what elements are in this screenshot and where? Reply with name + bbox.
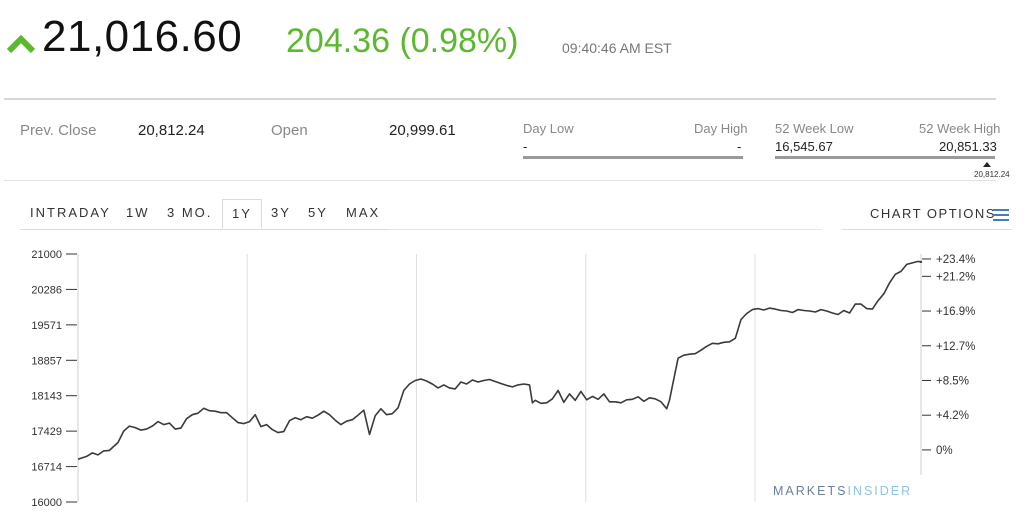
tab-3y[interactable]: 3Y [271,205,291,220]
day-low-value: - [523,139,528,154]
price-series-line [77,260,922,461]
y-tick-label: 16714 [31,462,62,474]
y-axis-ticks: 21000 20286 19571 18857 18143 17429 16714 16000 [31,249,77,509]
last-price-point [919,260,923,264]
y-tick-label: 20286 [31,284,62,296]
tab-5y[interactable]: 5Y [308,205,328,220]
week52-marker-value: 20,812.24 [974,170,1010,179]
week52-low-label: 52 Week Low [775,121,854,136]
header-divider [4,98,996,100]
quote-timestamp: 09:40:46 AM EST [562,40,672,56]
current-price: 21,016.60 [42,12,243,61]
percent-tick-label: +8.5% [936,375,969,387]
y-tick-label: 17429 [31,426,62,438]
week52-high-label: 52 Week High [919,121,1001,136]
y-tick-label: 18143 [31,391,62,403]
tab-max[interactable]: MAX [346,205,381,220]
tab-3mo[interactable]: 3 MO. [167,205,213,220]
watermark-insider: INSIDER [847,484,912,498]
watermark-markets: MARKETS [773,484,847,498]
tab-intraday[interactable]: INTRADAY [30,205,111,220]
percent-tick-label: +4.2% [936,410,969,422]
week52-high-value: 20,851.33 [939,139,997,154]
percent-axis-ticks: +23.4% +21.2% +16.9% +12.7% +8.5% +4.2% 0% [922,254,975,457]
range-tabs: INTRADAY 1W 3 MO. 1Y 3Y 5Y MAX [20,199,420,231]
percent-tick-label: +16.9% [936,306,975,318]
day-range-bar [523,156,743,159]
percent-tick-label: +23.4% [936,254,975,266]
tabs-separator [390,229,822,230]
tab-1y[interactable]: 1Y [222,199,262,229]
week52-marker-icon [983,162,991,167]
percent-tick-label: +21.2% [936,271,975,283]
watermark-logo: MARKETSINSIDER [773,484,912,498]
prev-close-value: 20,812.24 [138,122,205,139]
price-change: 204.36 (0.98%) [286,22,519,60]
chart-options-button[interactable]: CHART OPTIONS [870,206,996,221]
prev-close-label: Prev. Close [20,122,97,139]
vertical-gridlines [246,254,756,502]
week52-range-bar [775,156,995,159]
week52-low-value: 16,545.67 [775,139,833,154]
quote-header: 21,016.60 204.36 (0.98%) 09:40:46 AM EST [0,8,1024,68]
open-value: 20,999.61 [389,122,456,139]
chevron-up-icon [6,34,36,54]
y-tick-label: 18857 [31,355,62,367]
price-chart: 21000 20286 19571 18857 18143 17429 16714 16000… [31,249,975,509]
options-underline [842,229,1012,230]
day-high-label: Day High [694,121,748,136]
open-label: Open [271,122,308,139]
y-tick-label: 19571 [31,320,62,332]
percent-tick-label: +12.7% [936,341,975,353]
stats-divider [4,180,996,181]
percent-tick-label: 0% [936,445,953,457]
day-low-label: Day Low [523,121,574,136]
tab-1w[interactable]: 1W [126,205,150,220]
day-high-value: - [737,139,742,154]
y-tick-label: 16000 [31,497,62,509]
tabs-underline [20,229,390,230]
y-tick-label: 21000 [31,249,62,261]
hamburger-menu-icon[interactable] [993,209,1009,221]
